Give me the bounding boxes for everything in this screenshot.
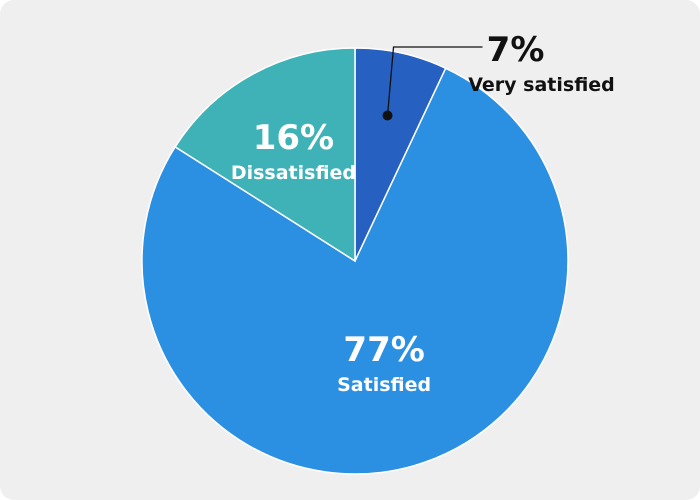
value-label-dissatisfied: 16% xyxy=(253,118,334,158)
callout-line-very-satisfied xyxy=(386,46,483,116)
pie-labels: 7% Very satisfied 77% Satisfied 16% Dissatisf… xyxy=(231,30,615,396)
slice-satisfied xyxy=(141,67,569,475)
category-label-very-satisfied: Very satisfied xyxy=(468,74,615,96)
value-label-very-satisfied: 7% xyxy=(487,30,545,70)
pie-slices xyxy=(141,47,569,475)
category-label-dissatisfied: Dissatisfied xyxy=(231,162,356,184)
slice-dissatisfied xyxy=(174,47,356,263)
category-label-satisfied: Satisfied xyxy=(337,374,431,396)
value-label-satisfied: 77% xyxy=(343,330,424,370)
